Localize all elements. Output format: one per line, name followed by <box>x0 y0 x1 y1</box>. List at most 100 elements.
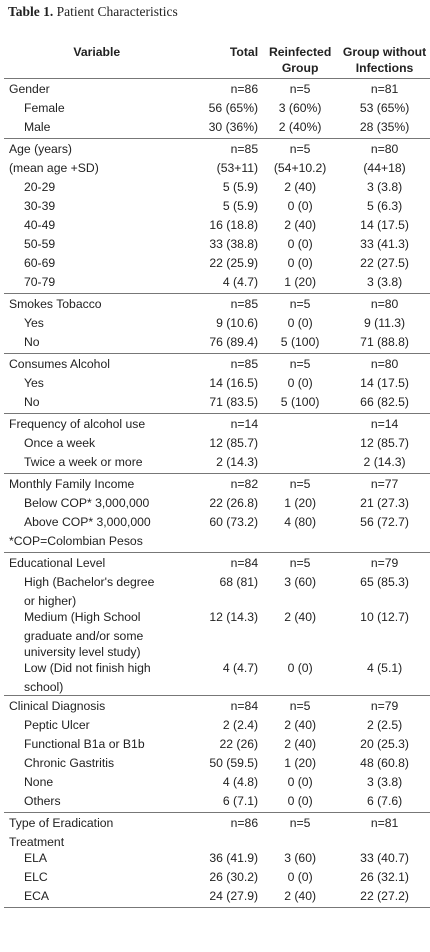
without-infections-cell: 33 (40.7) <box>360 851 409 865</box>
table-row: (mean age +SD) (53+11) (54+10.2) (44+18) <box>4 160 430 179</box>
reinfected-cell: 2 (40%) <box>278 120 322 134</box>
table-header-row: Variable Total Reinfected Group Group wi… <box>4 42 430 79</box>
reinfected-cell: n=5 <box>261 552 340 574</box>
total-cell <box>190 628 262 644</box>
table-row: ELA 36 (41.9) 3 (60) 33 (40.7) <box>4 850 430 869</box>
without-infections-cell: 3 (3.8) <box>366 180 403 194</box>
reinfected-cell: 0 (0) <box>287 794 313 808</box>
row-label: school) <box>24 680 64 694</box>
without-infections-cell: 14 (17.5) <box>360 376 409 390</box>
reinfected-cell: 3 (60%) <box>278 101 322 115</box>
without-infections-cell: 53 (65%) <box>359 101 410 115</box>
table-row: Frequency of alcohol use n=14 n=14 <box>4 413 430 435</box>
total-cell: 4 (4.7) <box>222 661 259 675</box>
without-infections-cell: 14 (17.5) <box>360 218 409 232</box>
reinfected-cell: n=5 <box>261 293 340 315</box>
total-cell: n=85 <box>189 353 262 375</box>
without-infections-cell: n=80 <box>339 353 430 375</box>
table-row: 50-59 33 (38.8) 0 (0) 33 (41.3) <box>4 236 430 255</box>
without-infections-cell: 3 (3.8) <box>366 275 403 289</box>
reinfected-cell: 2 (40) <box>261 888 340 908</box>
row-label: 60-69 <box>24 256 56 270</box>
without-infections-cell: 4 (5.1) <box>366 661 403 675</box>
without-infections-cell <box>339 628 430 644</box>
without-infections-cell: 22 (27.2) <box>339 888 430 908</box>
table-row: 30-39 5 (5.9) 0 (0) 5 (6.3) <box>4 198 430 217</box>
table-row: Smokes Tobacco n=85 n=5 n=80 <box>4 293 430 315</box>
total-cell <box>190 644 262 660</box>
reinfected-cell: n=5 <box>261 812 340 834</box>
reinfected-cell: 2 (40) <box>284 737 317 751</box>
total-cell: n=84 <box>189 695 262 717</box>
row-label: ELA <box>24 851 48 865</box>
total-cell: 12 (14.3) <box>209 610 259 624</box>
row-label: Twice a week or more <box>24 455 143 469</box>
row-label: No <box>24 335 40 349</box>
row-label: ELC <box>24 870 48 884</box>
without-infections-cell: 20 (25.3) <box>360 737 409 751</box>
row-label: 20-29 <box>24 180 56 194</box>
without-infections-cell <box>339 533 430 553</box>
row-label: Treatment <box>9 835 65 849</box>
row-label: Type of Eradication <box>4 812 190 834</box>
row-label: Smokes Tobacco <box>4 293 190 315</box>
table-row: Chronic Gastritis 50 (59.5) 1 (20) 48 (60.8… <box>4 755 430 774</box>
reinfected-cell: n=5 <box>261 695 340 717</box>
total-cell: 22 (26) <box>219 737 259 751</box>
row-label: Medium (High School <box>24 610 141 624</box>
reinfected-cell <box>261 628 339 644</box>
row-label: Others <box>24 794 61 808</box>
without-infections-cell: 9 (11.3) <box>364 316 406 330</box>
table-row: ECA 24 (27.9) 2 (40) 22 (27.2) <box>4 888 430 908</box>
reinfected-cell: 0 (0) <box>287 237 313 251</box>
reinfected-cell: 1 (20) <box>284 275 317 289</box>
table-row: Consumes Alcohol n=85 n=5 n=80 <box>4 353 430 375</box>
row-label: ECA <box>4 888 190 908</box>
row-label: Monthly Family Income <box>4 473 190 495</box>
without-infections-cell <box>339 593 430 609</box>
without-infections-cell: 2 (14.3) <box>363 455 406 469</box>
total-cell: 33 (38.8) <box>209 237 259 251</box>
reinfected-cell: (54+10.2) <box>273 161 327 175</box>
total-cell: 5 (5.9) <box>222 180 259 194</box>
without-infections-cell: 2 (2.5) <box>366 718 403 732</box>
without-infections-cell <box>339 834 430 850</box>
table-row: 60-69 22 (25.9) 0 (0) 22 (27.5) <box>4 255 430 274</box>
reinfected-cell: 1 (20) <box>284 756 317 770</box>
table-row: *COP=Colombian Pesos <box>4 533 430 553</box>
header-reinfected: Reinfected Group <box>261 42 340 79</box>
table-row: graduate and/or some <box>4 628 430 644</box>
total-cell: n=85 <box>189 293 262 315</box>
header-variable: Variable <box>4 42 190 79</box>
table-row: Above COP* 3,000,000 60 (73.2) 4 (80) 56 (7… <box>4 514 430 533</box>
total-cell: 22 (25.9) <box>209 256 259 270</box>
table-row: 20-29 5 (5.9) 2 (40) 3 (3.8) <box>4 179 430 198</box>
table-row: No 76 (89.4) 5 (100) 71 (88.8) <box>4 334 430 354</box>
without-infections-cell: n=81 <box>339 812 430 834</box>
reinfected-cell: 2 (40) <box>284 180 317 194</box>
without-infections-cell: 22 (27.5) <box>360 256 409 270</box>
without-infections-cell: 21 (27.3) <box>360 496 409 510</box>
table-row: Age (years) n=85 n=5 n=80 <box>4 138 430 160</box>
table-row: university level study) <box>4 644 430 660</box>
without-infections-cell: n=79 <box>339 552 430 574</box>
total-cell: 14 (16.5) <box>209 376 259 390</box>
reinfected-cell: 5 (100) <box>280 335 320 349</box>
total-cell <box>190 679 262 696</box>
row-label: university level study) <box>24 645 141 659</box>
table-row: None 4 (4.8) 0 (0) 3 (3.8) <box>4 774 430 793</box>
row-label: Functional B1a or B1b <box>24 737 145 751</box>
reinfected-cell: n=5 <box>261 473 340 495</box>
table-row: Male 30 (36%) 2 (40%) 28 (35%) <box>4 119 430 139</box>
row-label: 50-59 <box>24 237 56 251</box>
table-row: Low (Did not finish high 4 (4.7) 0 (0) 4 (5… <box>4 660 430 679</box>
row-label: Below COP* 3,000,000 <box>24 496 150 510</box>
row-label: None <box>24 775 54 789</box>
reinfected-cell: 5 (100) <box>280 395 320 409</box>
without-infections-cell: (44+18) <box>363 161 406 175</box>
row-label: Peptic Ulcer <box>24 718 90 732</box>
header-without-infections: Group without Infections <box>339 42 430 79</box>
reinfected-cell: 0 (0) <box>287 775 313 789</box>
without-infections-cell: 65 (85.3) <box>360 575 409 589</box>
without-infections-cell: 6 (7.6) <box>366 794 403 808</box>
